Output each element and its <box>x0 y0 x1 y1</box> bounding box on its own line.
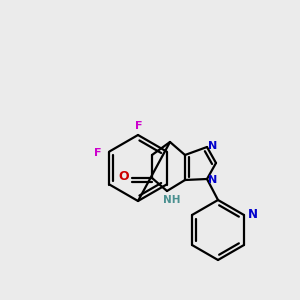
Text: F: F <box>135 121 143 131</box>
Text: NH: NH <box>163 195 181 205</box>
Text: F: F <box>94 148 101 158</box>
Text: O: O <box>119 170 129 184</box>
Text: N: N <box>248 208 258 221</box>
Text: N: N <box>208 141 217 151</box>
Text: N: N <box>208 175 217 185</box>
